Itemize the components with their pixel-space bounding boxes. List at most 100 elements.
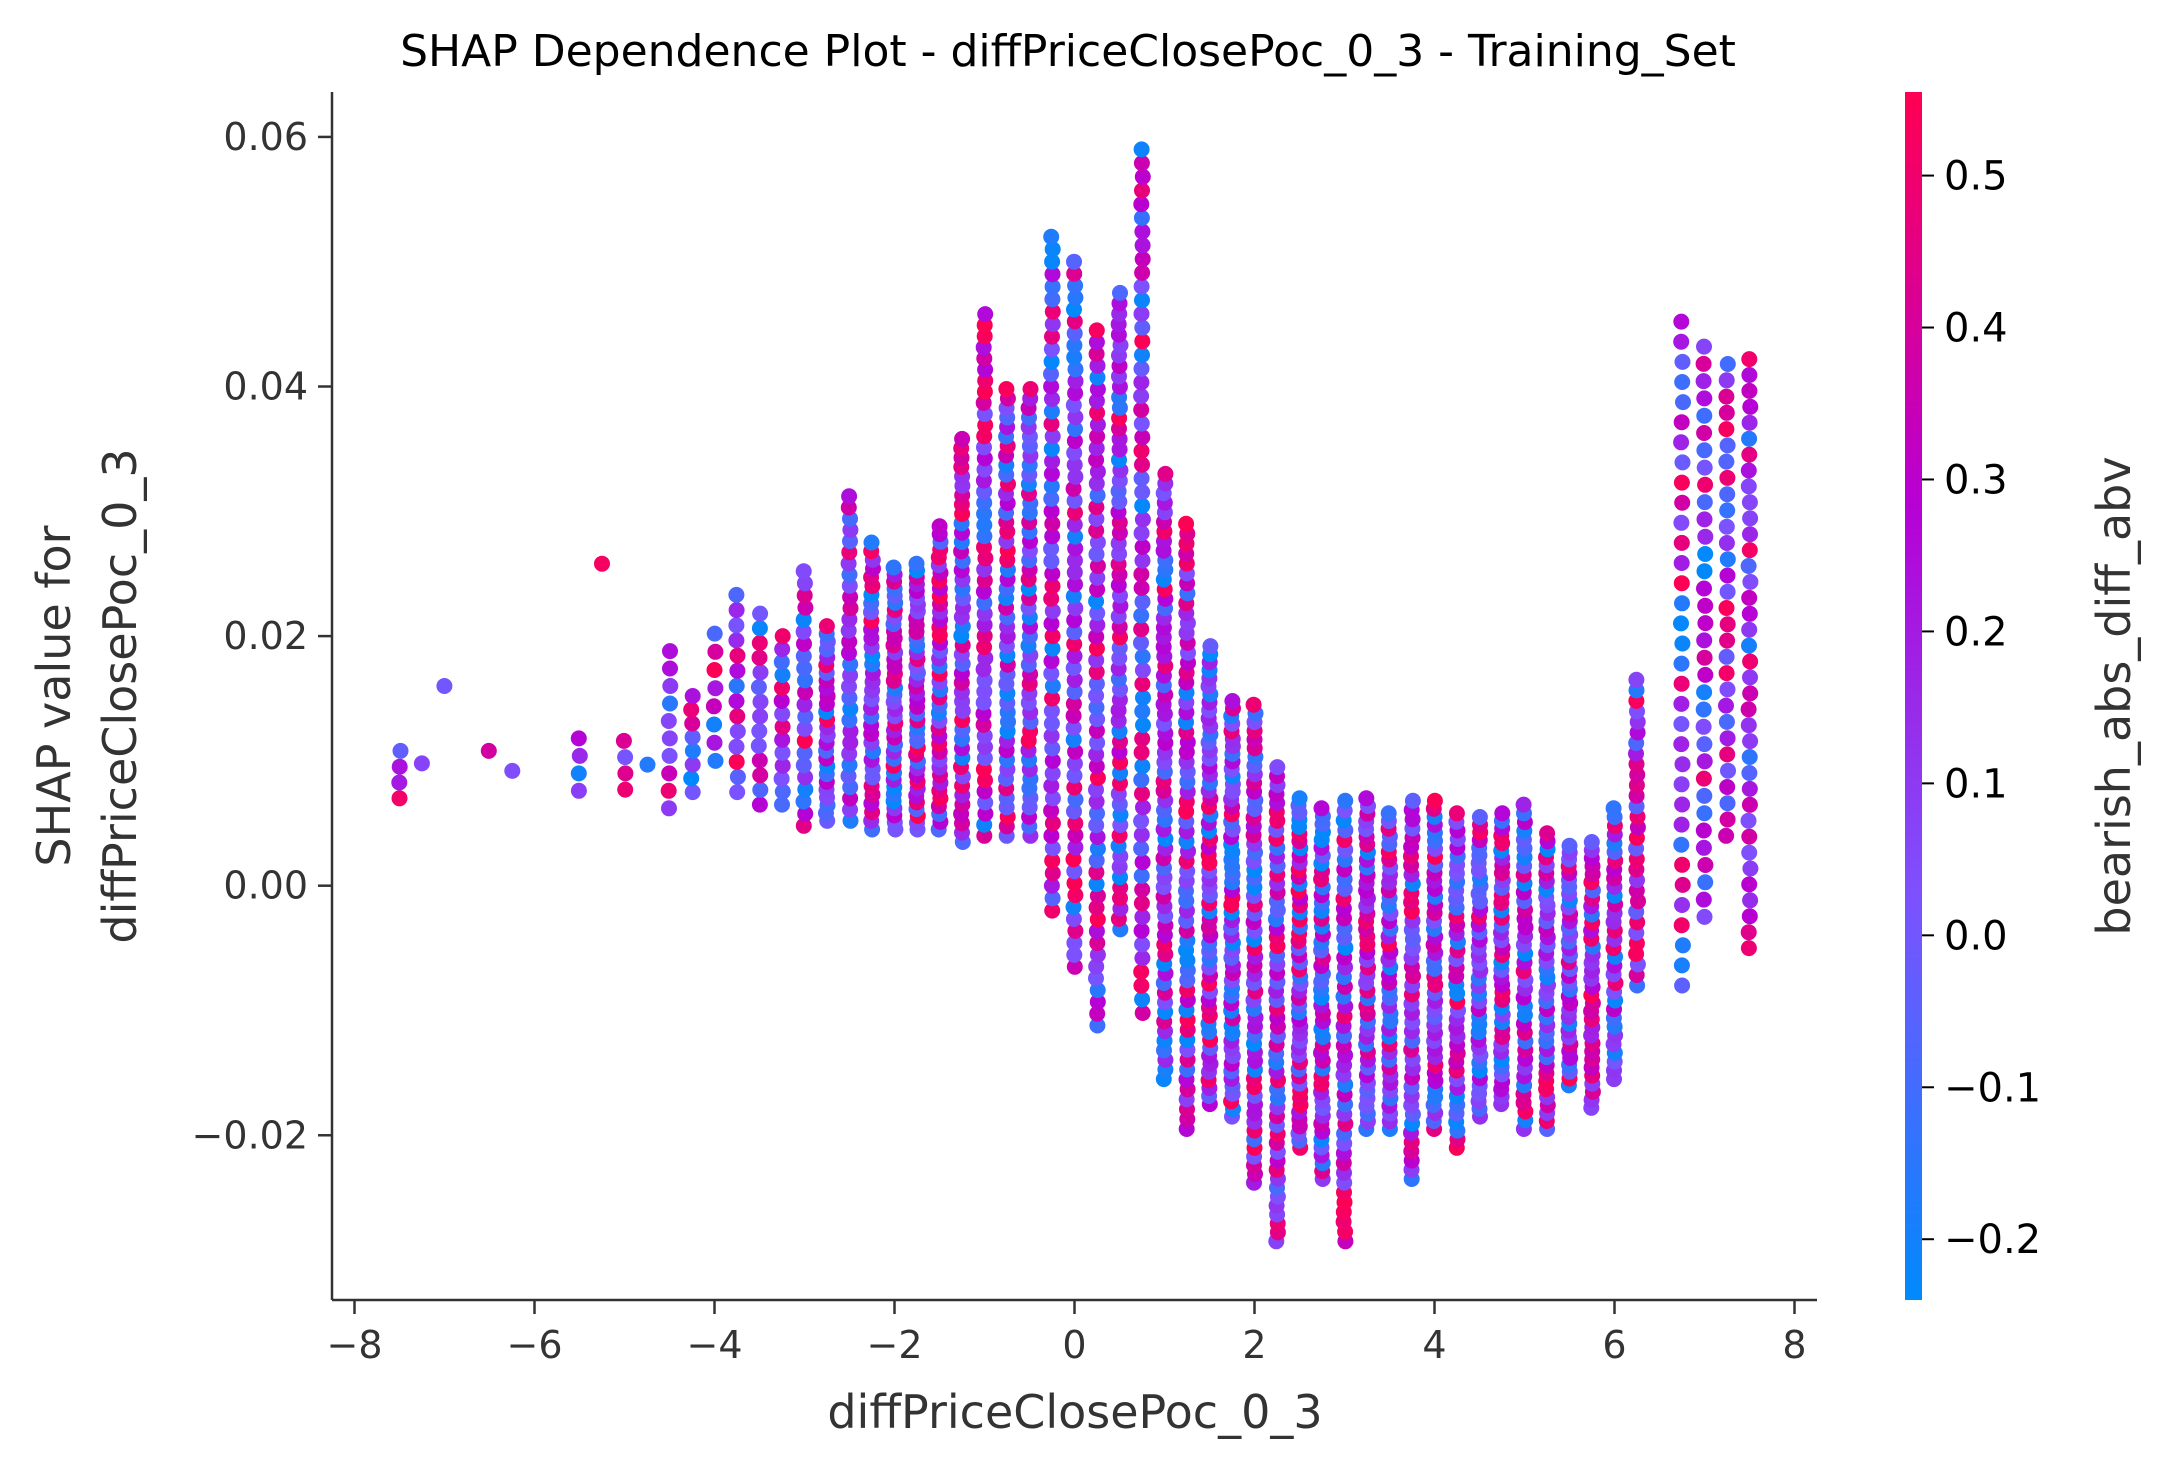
- scatter-point: [1044, 890, 1061, 907]
- scatter-point: [1043, 341, 1060, 358]
- scatter-point: [976, 517, 993, 533]
- scatter-point: [1133, 141, 1150, 158]
- scatter-point: [1718, 453, 1735, 470]
- scatter-point: [1673, 716, 1690, 732]
- scatter-point: [1134, 1005, 1151, 1021]
- scatter-point: [1067, 361, 1084, 378]
- scatter-point: [1133, 963, 1150, 980]
- scatter-point: [1741, 844, 1758, 861]
- scatter-point: [774, 757, 791, 774]
- scatter-point: [1674, 897, 1690, 913]
- scatter-point: [1066, 683, 1083, 700]
- scatter-point: [1066, 337, 1083, 354]
- scatter-point: [683, 770, 700, 787]
- scatter-point: [1134, 676, 1151, 692]
- scatter-point: [1044, 578, 1061, 595]
- scatter-point: [729, 662, 746, 679]
- scatter-point: [1088, 499, 1105, 516]
- scatter-point: [1291, 790, 1308, 807]
- scatter-point: [684, 688, 701, 704]
- scatter-point: [1044, 678, 1061, 694]
- scatter-point: [1718, 388, 1735, 405]
- scatter-point: [1044, 291, 1061, 308]
- scatter-point: [1089, 982, 1106, 999]
- scatter-point: [1742, 669, 1758, 686]
- scatter-point: [797, 769, 814, 786]
- scatter-point: [1089, 416, 1106, 433]
- scatter-point: [1741, 780, 1758, 797]
- scatter-point: [1134, 593, 1151, 610]
- scatter-point: [1133, 744, 1150, 761]
- scatter-point: [1067, 815, 1084, 832]
- scatter-point: [774, 718, 791, 735]
- scatter-point: [795, 793, 812, 810]
- scatter-point: [1089, 569, 1106, 586]
- scatter-point: [728, 586, 745, 603]
- scatter-point: [1674, 796, 1691, 813]
- scatter-point: [774, 783, 791, 800]
- scatter-point: [1066, 564, 1083, 581]
- scatter-point: [707, 643, 724, 660]
- scatter-point: [684, 784, 701, 801]
- scatter-point: [1066, 648, 1083, 665]
- scatter-point: [1067, 504, 1083, 521]
- scatter-point: [1066, 934, 1083, 951]
- scatter-point: [1065, 851, 1082, 868]
- scatter-point: [728, 677, 745, 694]
- scatter-point: [842, 734, 859, 751]
- scatter-point: [1742, 398, 1759, 415]
- scatter-point: [1065, 480, 1082, 497]
- scatter-point: [1695, 839, 1712, 856]
- scatter-point: [1066, 958, 1083, 975]
- scatter-point: [1043, 665, 1060, 682]
- scatter-point: [660, 782, 677, 799]
- scatter-point: [976, 439, 992, 456]
- x-tick-label: 4: [1422, 1323, 1446, 1367]
- scatter-point: [1741, 908, 1758, 925]
- scatter-point: [1742, 892, 1759, 909]
- scatter-point: [1088, 652, 1105, 669]
- scatter-point: [1719, 551, 1736, 568]
- scatter-point: [1134, 182, 1150, 199]
- scatter-point: [977, 805, 994, 822]
- scatter-point: [976, 683, 993, 700]
- scatter-point: [661, 730, 678, 747]
- scatter-point: [1065, 397, 1082, 414]
- scatter-point: [1134, 347, 1150, 363]
- scatter-point: [1089, 534, 1106, 551]
- scatter-point: [1089, 911, 1106, 928]
- scatter-point: [617, 765, 634, 782]
- scatter-point: [1043, 715, 1060, 732]
- scatter-point: [706, 625, 723, 642]
- scatter-point: [1673, 313, 1690, 330]
- scatter-point: [570, 782, 587, 799]
- scatter-point: [1066, 433, 1083, 449]
- scatter-point: [1043, 440, 1060, 457]
- scatter-point: [1134, 429, 1151, 446]
- scatter-point: [1067, 289, 1084, 306]
- scatter-point: [1674, 756, 1691, 773]
- scatter-point: [1088, 817, 1105, 834]
- scatter-point: [1134, 950, 1151, 967]
- x-tick-label: 0: [1062, 1323, 1086, 1367]
- scatter-point: [1674, 856, 1691, 873]
- scatter-point: [796, 732, 813, 749]
- scatter-point: [729, 708, 746, 725]
- scatter-point: [976, 750, 993, 767]
- scatter-point: [1742, 573, 1759, 590]
- scatter-point: [1673, 434, 1690, 451]
- scatter-point: [1044, 241, 1061, 258]
- x-tick-label: 8: [1782, 1323, 1806, 1367]
- colorbar-tick-label: 0.1: [1944, 761, 2008, 807]
- x-axis-ticks: −8 −6 −4 −2 0 2 4 6 8: [326, 1300, 1807, 1367]
- scatter-point: [976, 628, 993, 644]
- scatter-point: [1134, 552, 1151, 569]
- scatter-point: [1134, 909, 1151, 925]
- scatter-point: [1673, 333, 1690, 350]
- scatter-point: [1067, 468, 1084, 485]
- scatter-point: [1043, 478, 1060, 495]
- scatter-point: [1067, 791, 1084, 808]
- scatter-point: [1742, 526, 1758, 543]
- scatter-point: [1043, 802, 1060, 819]
- scatter-point: [1133, 401, 1150, 418]
